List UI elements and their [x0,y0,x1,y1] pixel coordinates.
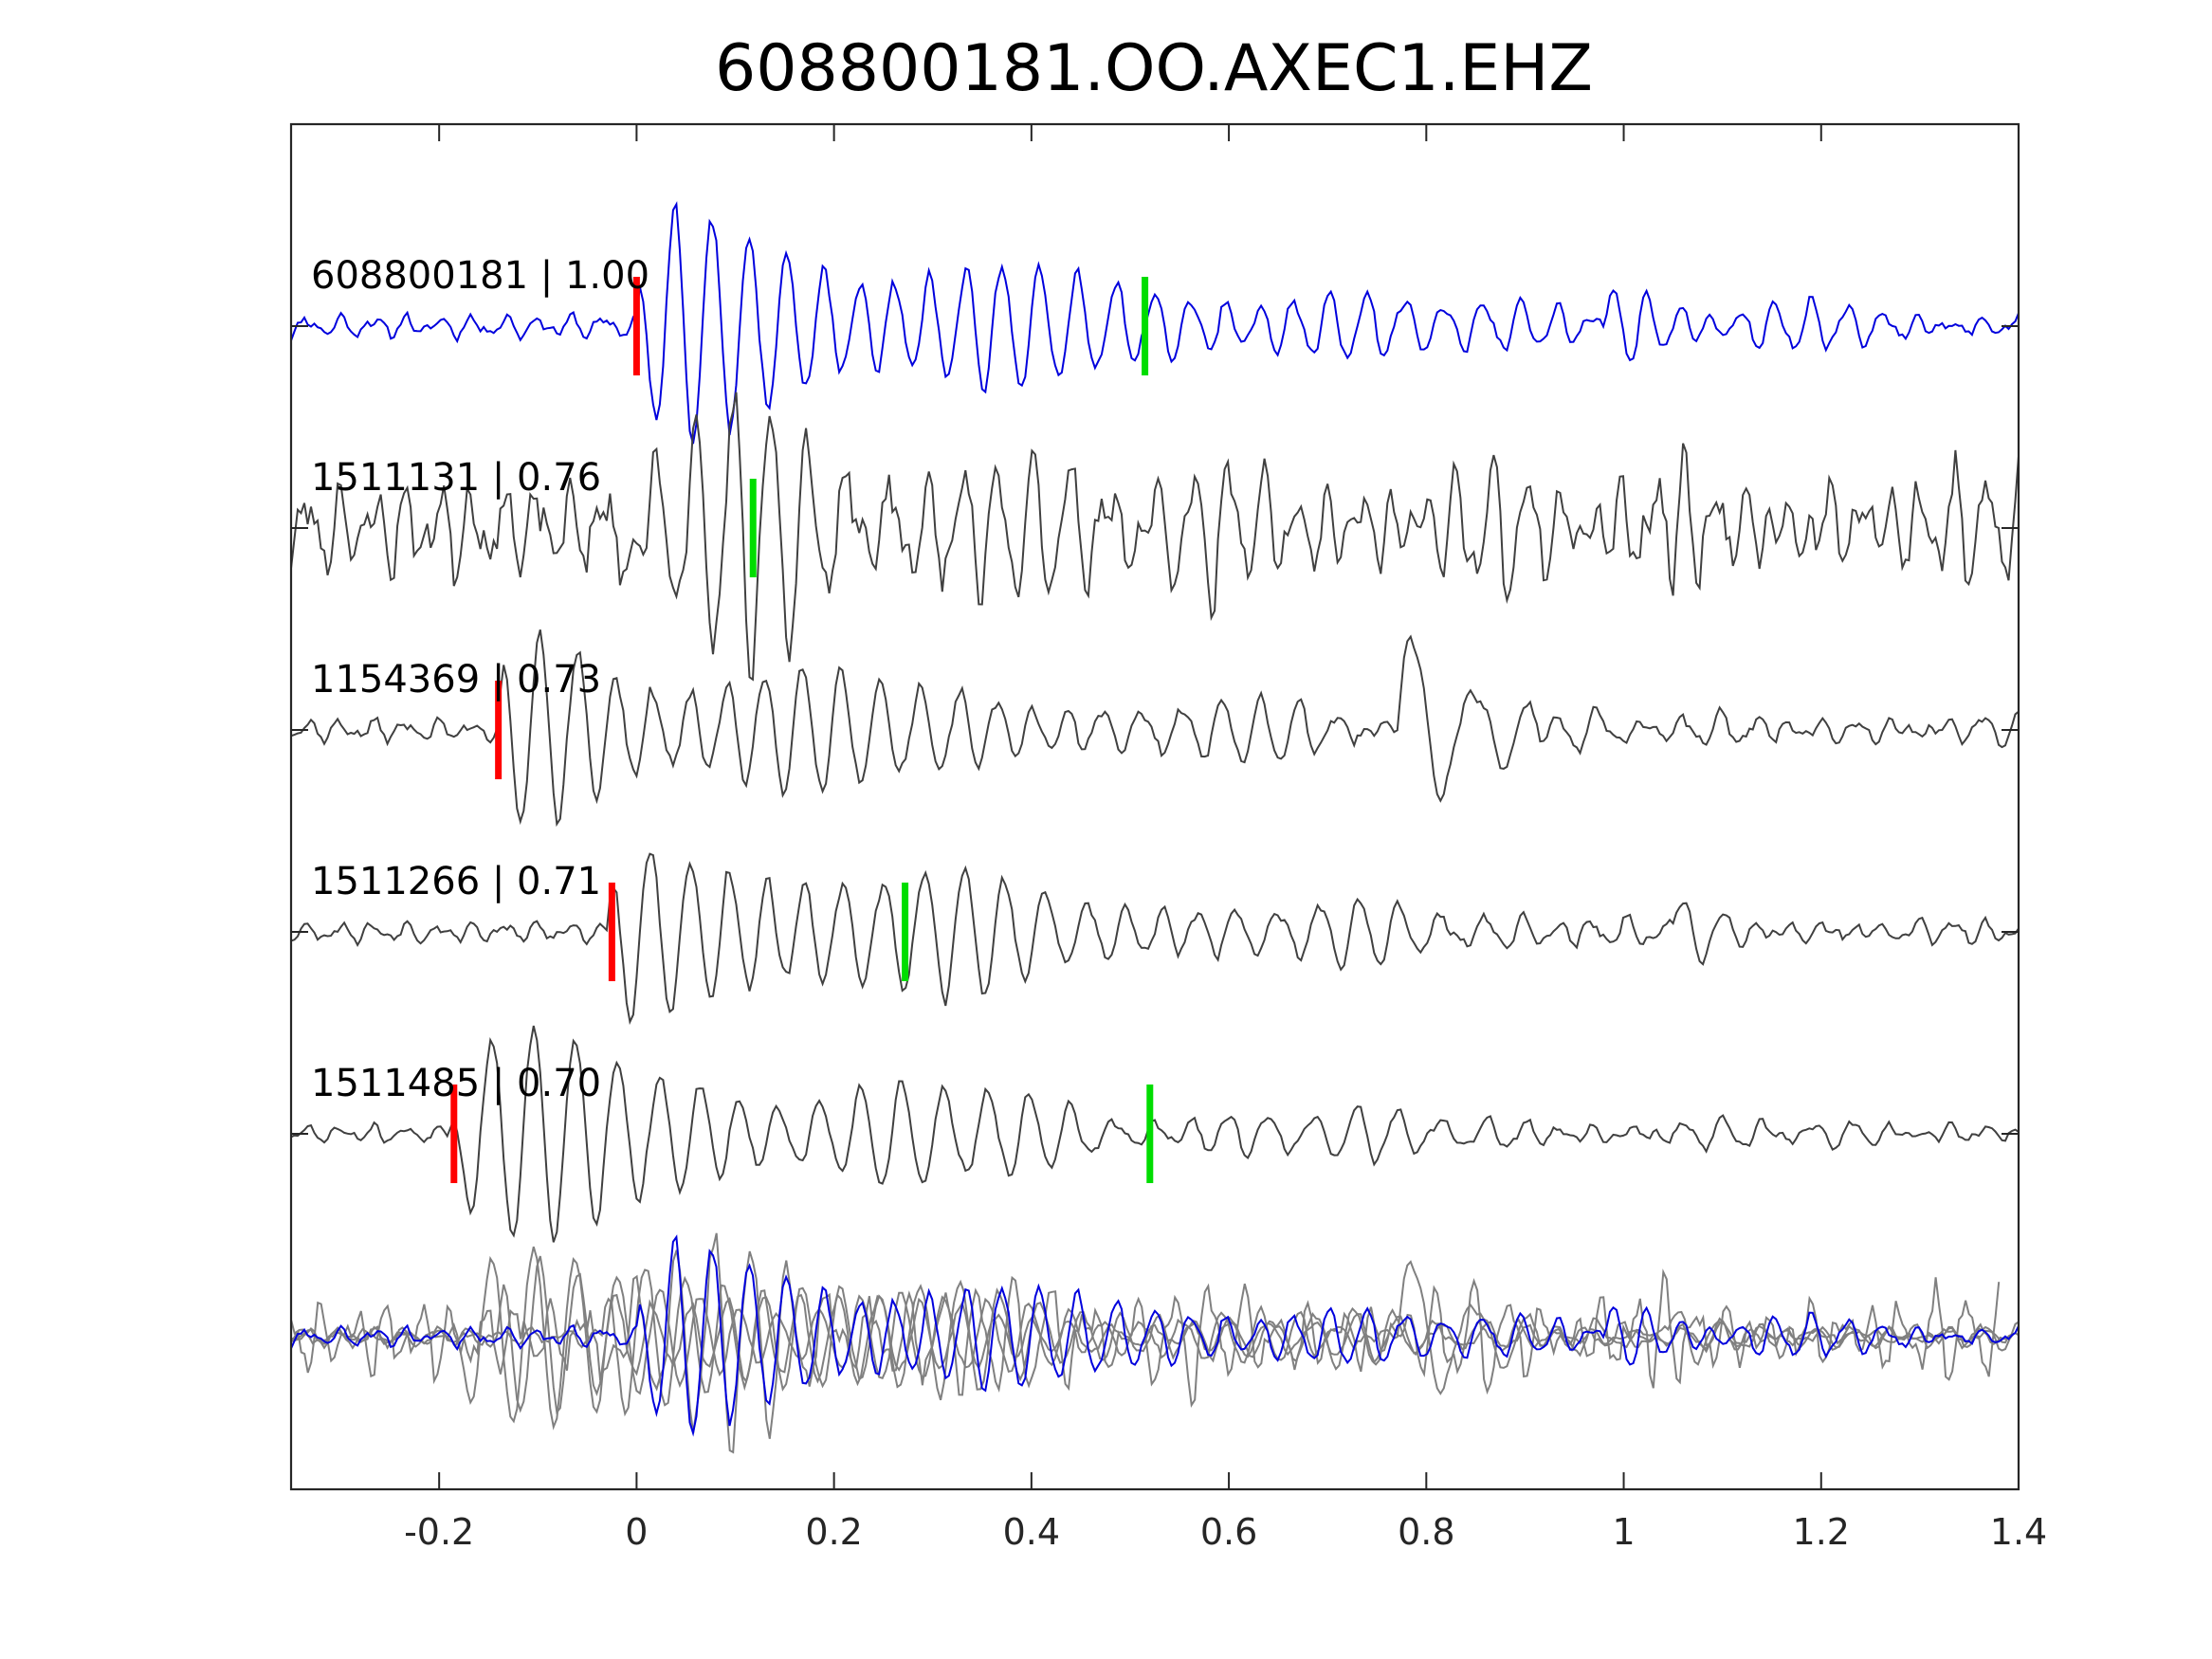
trace-label: 1511485 | 0.70 [311,1062,601,1105]
x-tick-label: 0.4 [1003,1511,1060,1553]
trace-label: 1511266 | 0.71 [311,860,601,903]
trace-line-608800181 [290,201,2020,445]
trace-line-1511266 [290,852,2020,1026]
x-tick-label: 1.2 [1793,1511,1850,1553]
overlay-trace-1511131 [290,1232,2001,1454]
x-tick-label: 0 [625,1511,648,1553]
chart-title: 608800181.OO.AXEC1.EHZ [715,31,1593,106]
picks-layer [450,277,1154,1183]
trace-label: 608800181 | 1.00 [311,254,649,298]
trace-line-1511131 [290,392,2020,682]
overlay-trace-1154369 [290,1255,2020,1415]
trace-line-1511485 [290,1025,2020,1243]
trace-label: 1154369 | 0.73 [311,658,601,702]
x-tick-label: 0.6 [1200,1511,1257,1553]
overlay-trace-608800181 [290,1234,2020,1437]
trace-line-1154369 [290,629,2020,828]
x-tick-label: -0.2 [404,1511,474,1553]
x-tick-label: 0.2 [805,1511,862,1553]
x-tick-label: 0.8 [1398,1511,1454,1553]
trace-labels-layer: 608800181 | 1.00 1511131 | 0.76 1154369 | … [311,254,649,1105]
x-axis: -0.2 0 0.2 0.4 0.6 0.8 1 1.2 1.4 [291,124,2047,1553]
trace-label: 1511131 | 0.76 [311,456,601,500]
traces-layer [290,201,2020,1454]
x-tick-label: 1.4 [1990,1511,2047,1553]
plot-area-frame [289,122,2020,1491]
overlay-trace-1511485 [290,1246,2020,1431]
x-tick-label: 1 [1612,1511,1635,1553]
